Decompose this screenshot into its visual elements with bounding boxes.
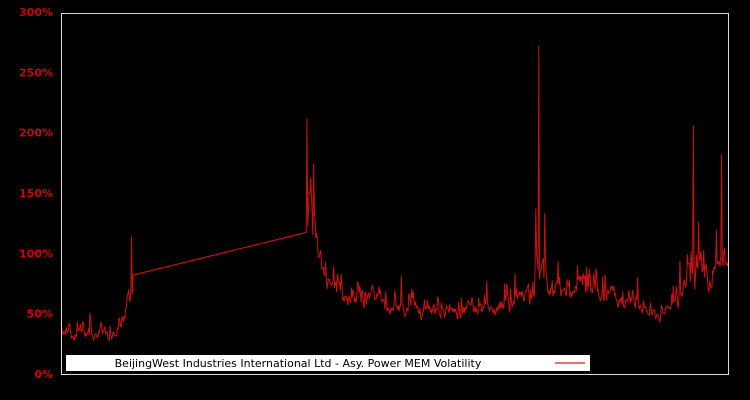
y-axis-tick-label: 150%	[19, 187, 53, 200]
plot-area-background	[61, 13, 729, 375]
plot-area-border	[61, 13, 729, 375]
y-axis-tick-label: 200%	[19, 127, 53, 140]
series-gap-interpolation-line	[133, 232, 306, 276]
series-line	[60, 45, 730, 343]
legend[interactable]: BeijingWest Industries International Ltd…	[66, 355, 590, 371]
y-axis-tick-label: 0%	[34, 368, 53, 381]
y-axis-tick-labels: 0% 50% 100% 150% 200% 250% 300%	[19, 6, 53, 381]
y-axis-tick-label: 250%	[19, 66, 53, 79]
legend-box	[66, 355, 590, 371]
y-axis-tick-label: 300%	[19, 6, 53, 19]
y-axis-tick-label: 50%	[27, 308, 53, 321]
y-axis-tick-label: 100%	[19, 247, 53, 260]
data-series-group	[60, 45, 730, 343]
legend-label: BeijingWest Industries International Ltd…	[115, 357, 482, 370]
